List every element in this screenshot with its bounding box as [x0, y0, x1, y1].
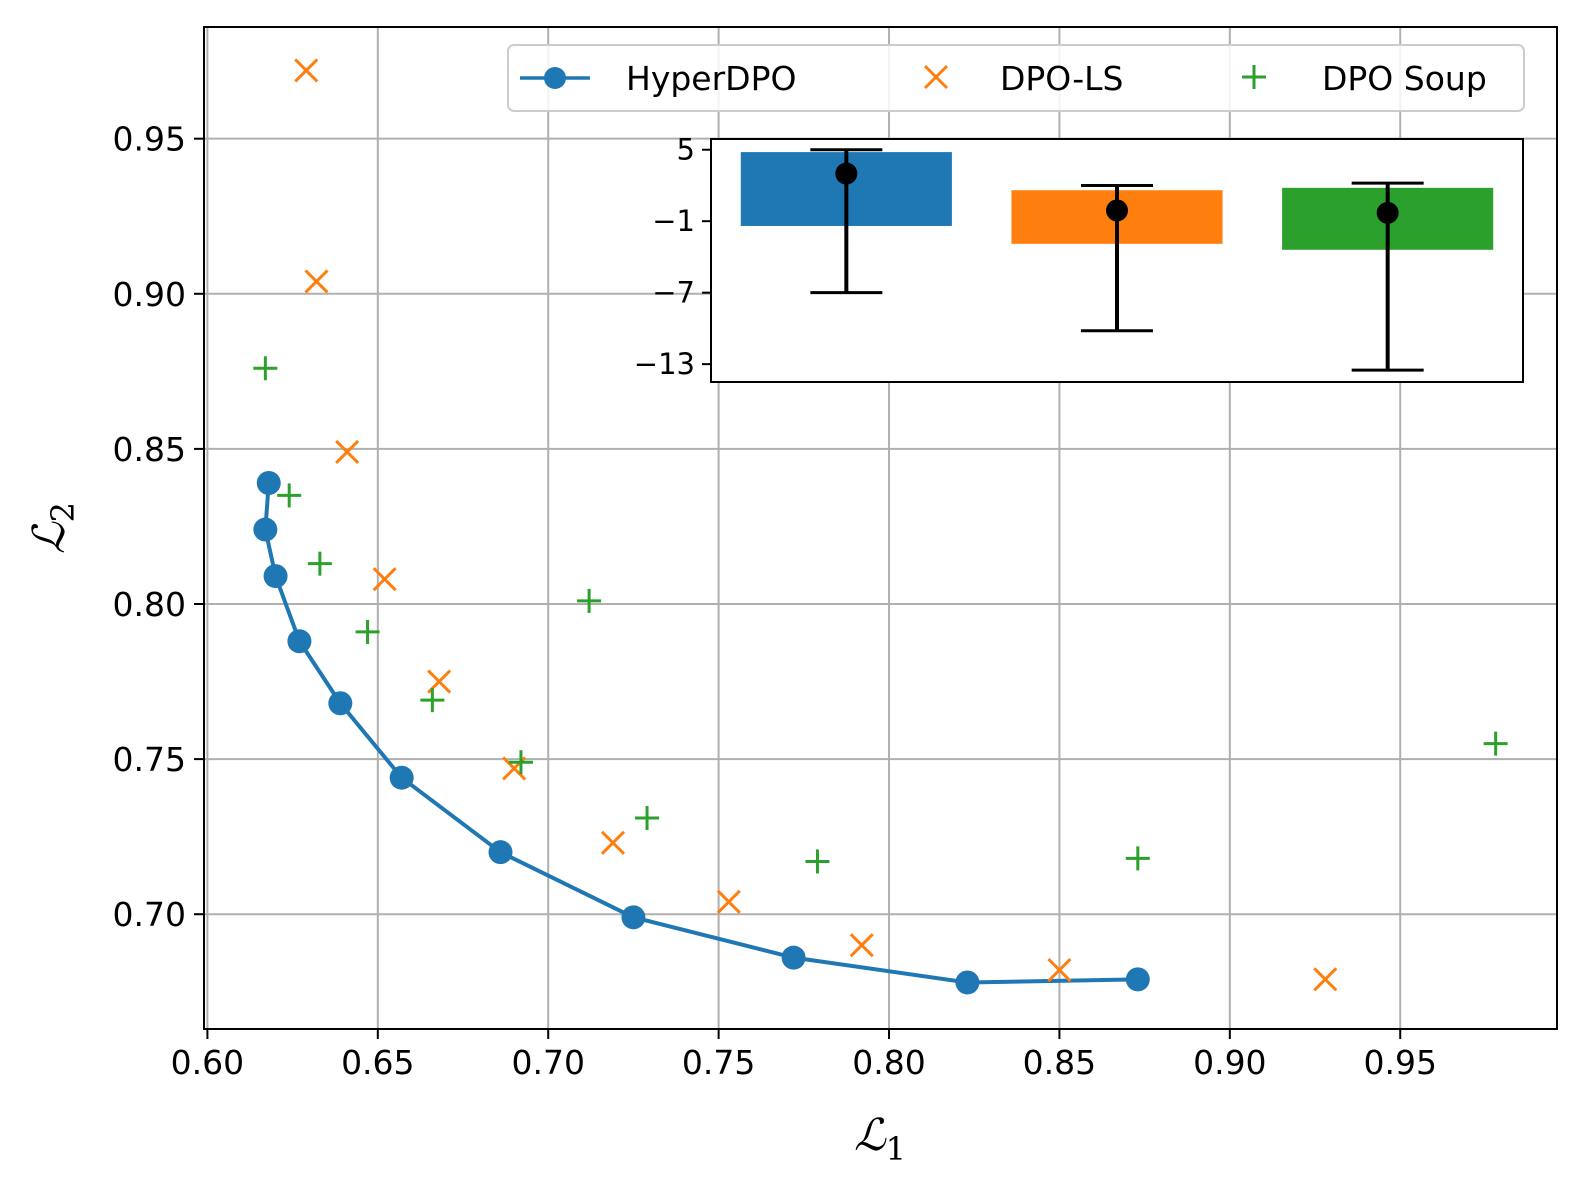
legend-label-dpo-soup: DPO Soup [1322, 59, 1487, 98]
point-hyperdpo [256, 471, 281, 496]
point-dpo-ls [1047, 957, 1072, 983]
point-dpo-soup [1125, 846, 1150, 871]
point-hyperdpo [389, 765, 414, 790]
mean-dot-hyperdpo [835, 162, 858, 185]
y-tick-label: 0.90 [113, 275, 186, 314]
point-dpo-ls [294, 58, 319, 83]
y-tick-label: 0.70 [113, 895, 186, 934]
point-hyperdpo [263, 564, 288, 589]
point-dpo-ls [716, 889, 741, 914]
legend-marker-dpo-ls [923, 64, 949, 90]
point-dpo-ls [849, 933, 874, 958]
point-dpo-ls [372, 567, 397, 592]
point-dpo-soup [307, 551, 332, 576]
point-dpo-ls [304, 269, 329, 294]
main-plot-frame [203, 26, 1558, 1030]
legend-label-hyperdpo: HyperDPO [626, 59, 796, 98]
main-axis-ticks: 0.60 0.65 0.70 0.75 0.80 0.85 0.90 0.95 0.70 0.75… [113, 120, 1437, 1082]
point-dpo-soup [508, 750, 533, 775]
y-tick-label: 0.75 [113, 740, 186, 779]
x-tick-label: 0.75 [682, 1043, 755, 1082]
point-hyperdpo [488, 840, 513, 865]
main-plot-series [253, 58, 1508, 995]
x-tick-label: 0.95 [1363, 1043, 1436, 1082]
point-dpo-soup [277, 483, 302, 508]
point-dpo-soup [805, 849, 830, 874]
point-hyperdpo [621, 905, 646, 930]
point-dpo-soup [1483, 731, 1508, 756]
point-dpo-soup [253, 356, 278, 381]
mean-dot-dpo-ls [1106, 199, 1128, 222]
point-hyperdpo [781, 945, 806, 970]
point-dpo-soup [635, 806, 660, 831]
x-tick-label: 0.60 [171, 1043, 244, 1082]
legend-marker-dpo-soup [1242, 65, 1266, 89]
x-tick-label: 0.65 [341, 1043, 414, 1082]
y-tick-label: 0.95 [113, 120, 186, 159]
legend-box [507, 44, 1525, 112]
legend-label-dpo-ls: DPO-LS [1000, 59, 1123, 98]
inset-y-tick-label: 5 [677, 133, 695, 167]
inset-y-tick-label: −7 [652, 276, 695, 310]
point-dpo-ls [1313, 967, 1338, 992]
point-dpo-soup [355, 619, 380, 644]
point-dpo-ls [335, 439, 360, 465]
point-hyperdpo [253, 517, 278, 542]
inset-bars [740, 148, 1494, 372]
x-tick-label: 0.90 [1193, 1043, 1266, 1082]
point-hyperdpo [328, 691, 353, 716]
x-tick-label: 0.80 [852, 1043, 925, 1082]
x-tick-label: 0.70 [511, 1043, 584, 1082]
x-axis-label: ℒ1 [854, 1110, 906, 1168]
point-hyperdpo [1125, 967, 1150, 992]
point-hyperdpo [287, 629, 312, 654]
y-tick-label: 0.80 [113, 585, 186, 624]
y-tick-label: 0.85 [113, 430, 186, 469]
legend: HyperDPO DPO-LS DPO Soup [507, 44, 1525, 112]
y-axis-label: ℒ2 [24, 502, 82, 554]
inset-bar-chart: 5 −1 −7 −13 [634, 133, 1524, 383]
legend-marker-hyperdpo [544, 67, 566, 89]
inset-y-tick-label: −13 [634, 347, 695, 381]
mean-dot-dpo-soup [1376, 201, 1399, 224]
x-tick-label: 0.85 [1023, 1043, 1096, 1082]
point-dpo-soup [577, 588, 602, 613]
point-dpo-ls [600, 830, 626, 855]
point-hyperdpo [955, 970, 980, 995]
point-dpo-soup [420, 688, 445, 713]
inset-y-tick-label: −1 [652, 204, 695, 238]
inset-axis-ticks: 5 −1 −7 −13 [634, 133, 711, 381]
